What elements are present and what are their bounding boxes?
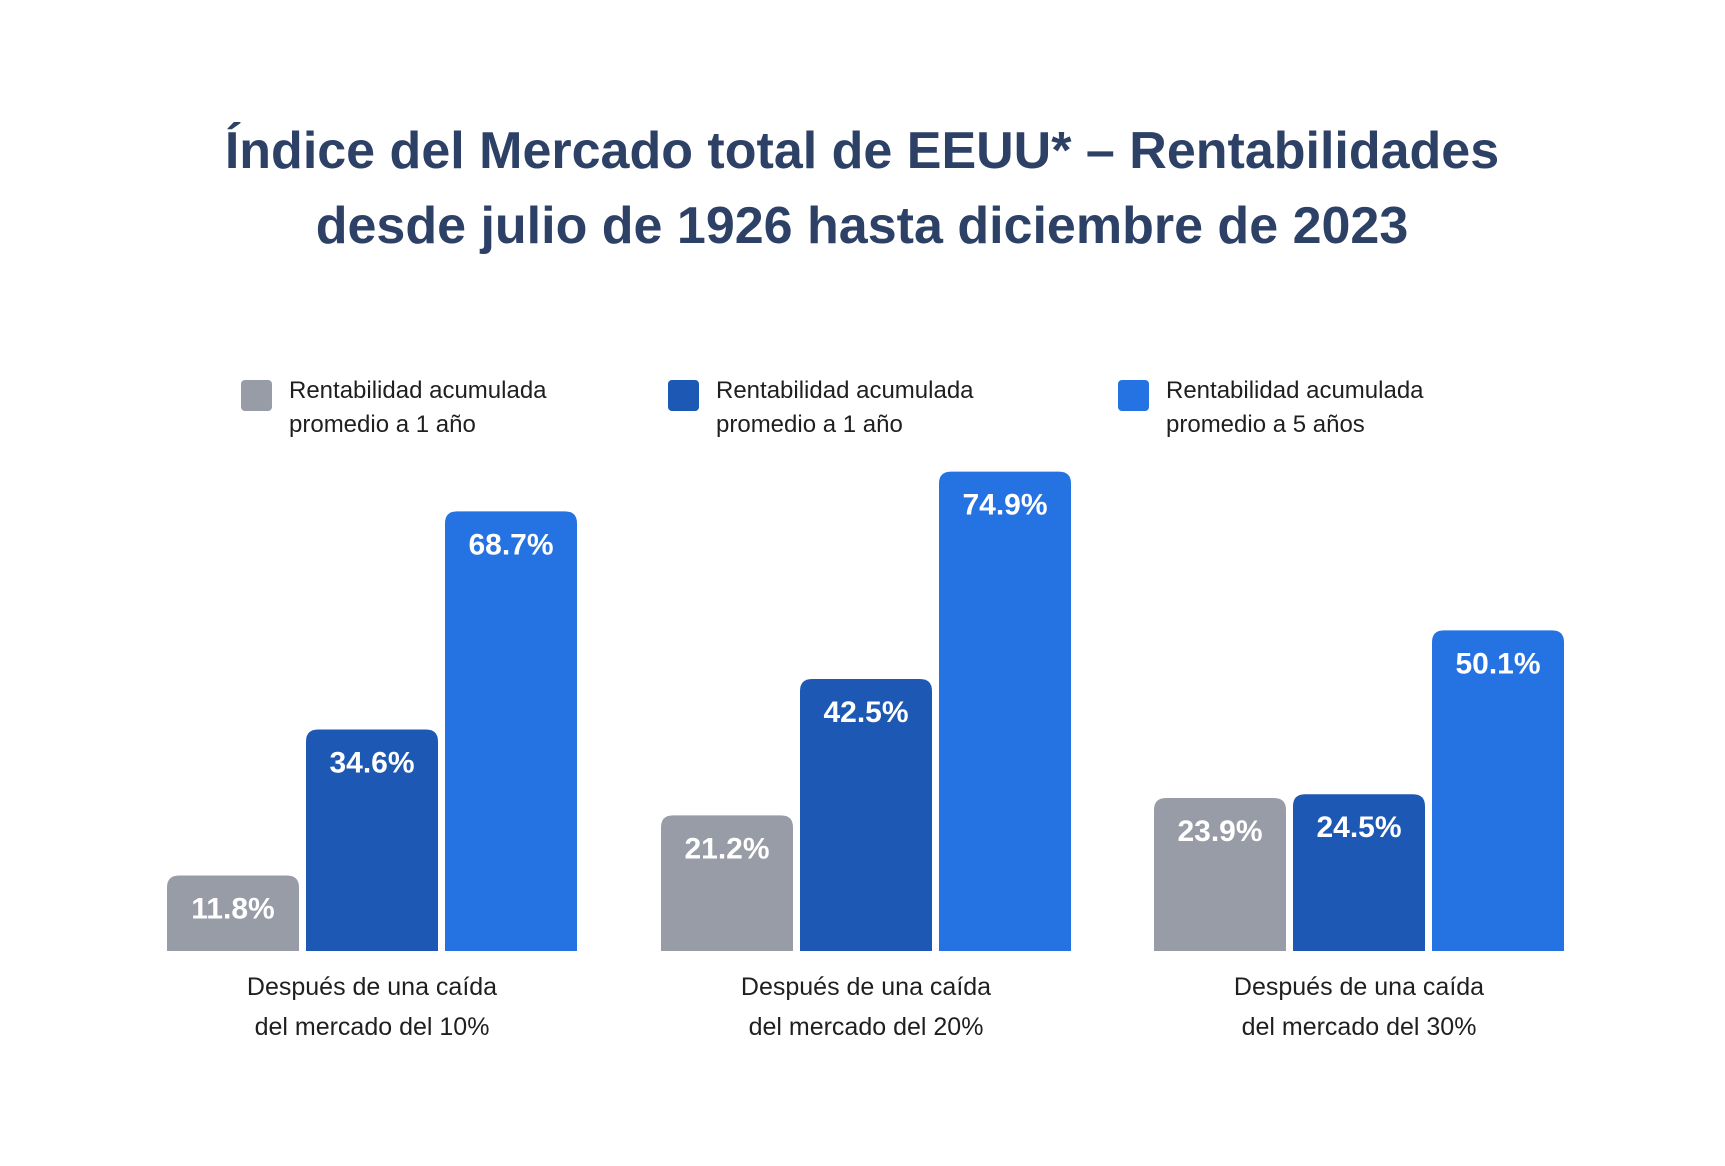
legend-label: promedio a 1 año	[289, 411, 476, 438]
bar-value-label: 23.9%	[1177, 815, 1262, 848]
bar	[167, 875, 299, 951]
bar-value-label: 34.6%	[329, 747, 414, 780]
bar-value-label: 42.5%	[823, 696, 908, 729]
legend-item: Rentabilidad acumulada promedio a 5 años	[1118, 377, 1424, 438]
legend-label: Rentabilidad acumulada	[1166, 377, 1424, 404]
category-label: Después de una caída	[247, 973, 497, 1001]
legend-label: promedio a 5 años	[1166, 411, 1365, 438]
bar	[939, 471, 1071, 951]
bar-value-label: 24.5%	[1316, 811, 1401, 844]
bar-value-label: 68.7%	[468, 528, 553, 561]
legend-swatch	[1118, 380, 1149, 411]
bar	[1432, 630, 1564, 951]
bar	[1293, 794, 1425, 951]
chart-title-line-1: Índice del Mercado total de EEUU* – Rent…	[225, 122, 1499, 180]
bars: 11.8% 34.6% 68.7% 21.2% 42.5% 74.9% 23.9% 24.5%…	[167, 471, 1564, 951]
category-label: del mercado del 10%	[255, 1013, 490, 1041]
bar	[800, 679, 932, 951]
bar-group: 11.8% 34.6% 68.7%	[167, 511, 577, 951]
bar-value-label: 74.9%	[962, 489, 1047, 522]
bar	[1154, 798, 1286, 951]
category-label: del mercado del 20%	[749, 1013, 984, 1041]
legend-label: Rentabilidad acumulada	[716, 377, 974, 404]
category-label: Después de una caída	[741, 973, 991, 1001]
legend-item: Rentabilidad acumulada promedio a 1 año	[241, 377, 547, 438]
bar	[661, 815, 793, 951]
category-labels: Después de una caída del mercado del 10% D…	[247, 973, 1484, 1041]
bar	[445, 511, 577, 951]
bar-value-label: 21.2%	[684, 832, 769, 865]
legend-label: Rentabilidad acumulada	[289, 377, 547, 404]
legend-swatch	[241, 380, 272, 411]
legend-label: promedio a 1 año	[716, 411, 903, 438]
category-label: Después de una caída	[1234, 973, 1484, 1001]
legend-swatch	[668, 380, 699, 411]
bar-group: 23.9% 24.5% 50.1%	[1154, 630, 1564, 951]
bar-value-label: 50.1%	[1455, 647, 1540, 680]
bar	[306, 729, 438, 951]
chart-title-line-2: desde julio de 1926 hasta diciembre de 2…	[316, 197, 1409, 255]
category-label: del mercado del 30%	[1242, 1013, 1477, 1041]
chart-title: Índice del Mercado total de EEUU* – Rent…	[225, 122, 1499, 255]
bar-group: 21.2% 42.5% 74.9%	[661, 471, 1071, 951]
legend-item: Rentabilidad acumulada promedio a 1 año	[668, 377, 974, 438]
bar-value-label: 11.8%	[191, 892, 274, 925]
